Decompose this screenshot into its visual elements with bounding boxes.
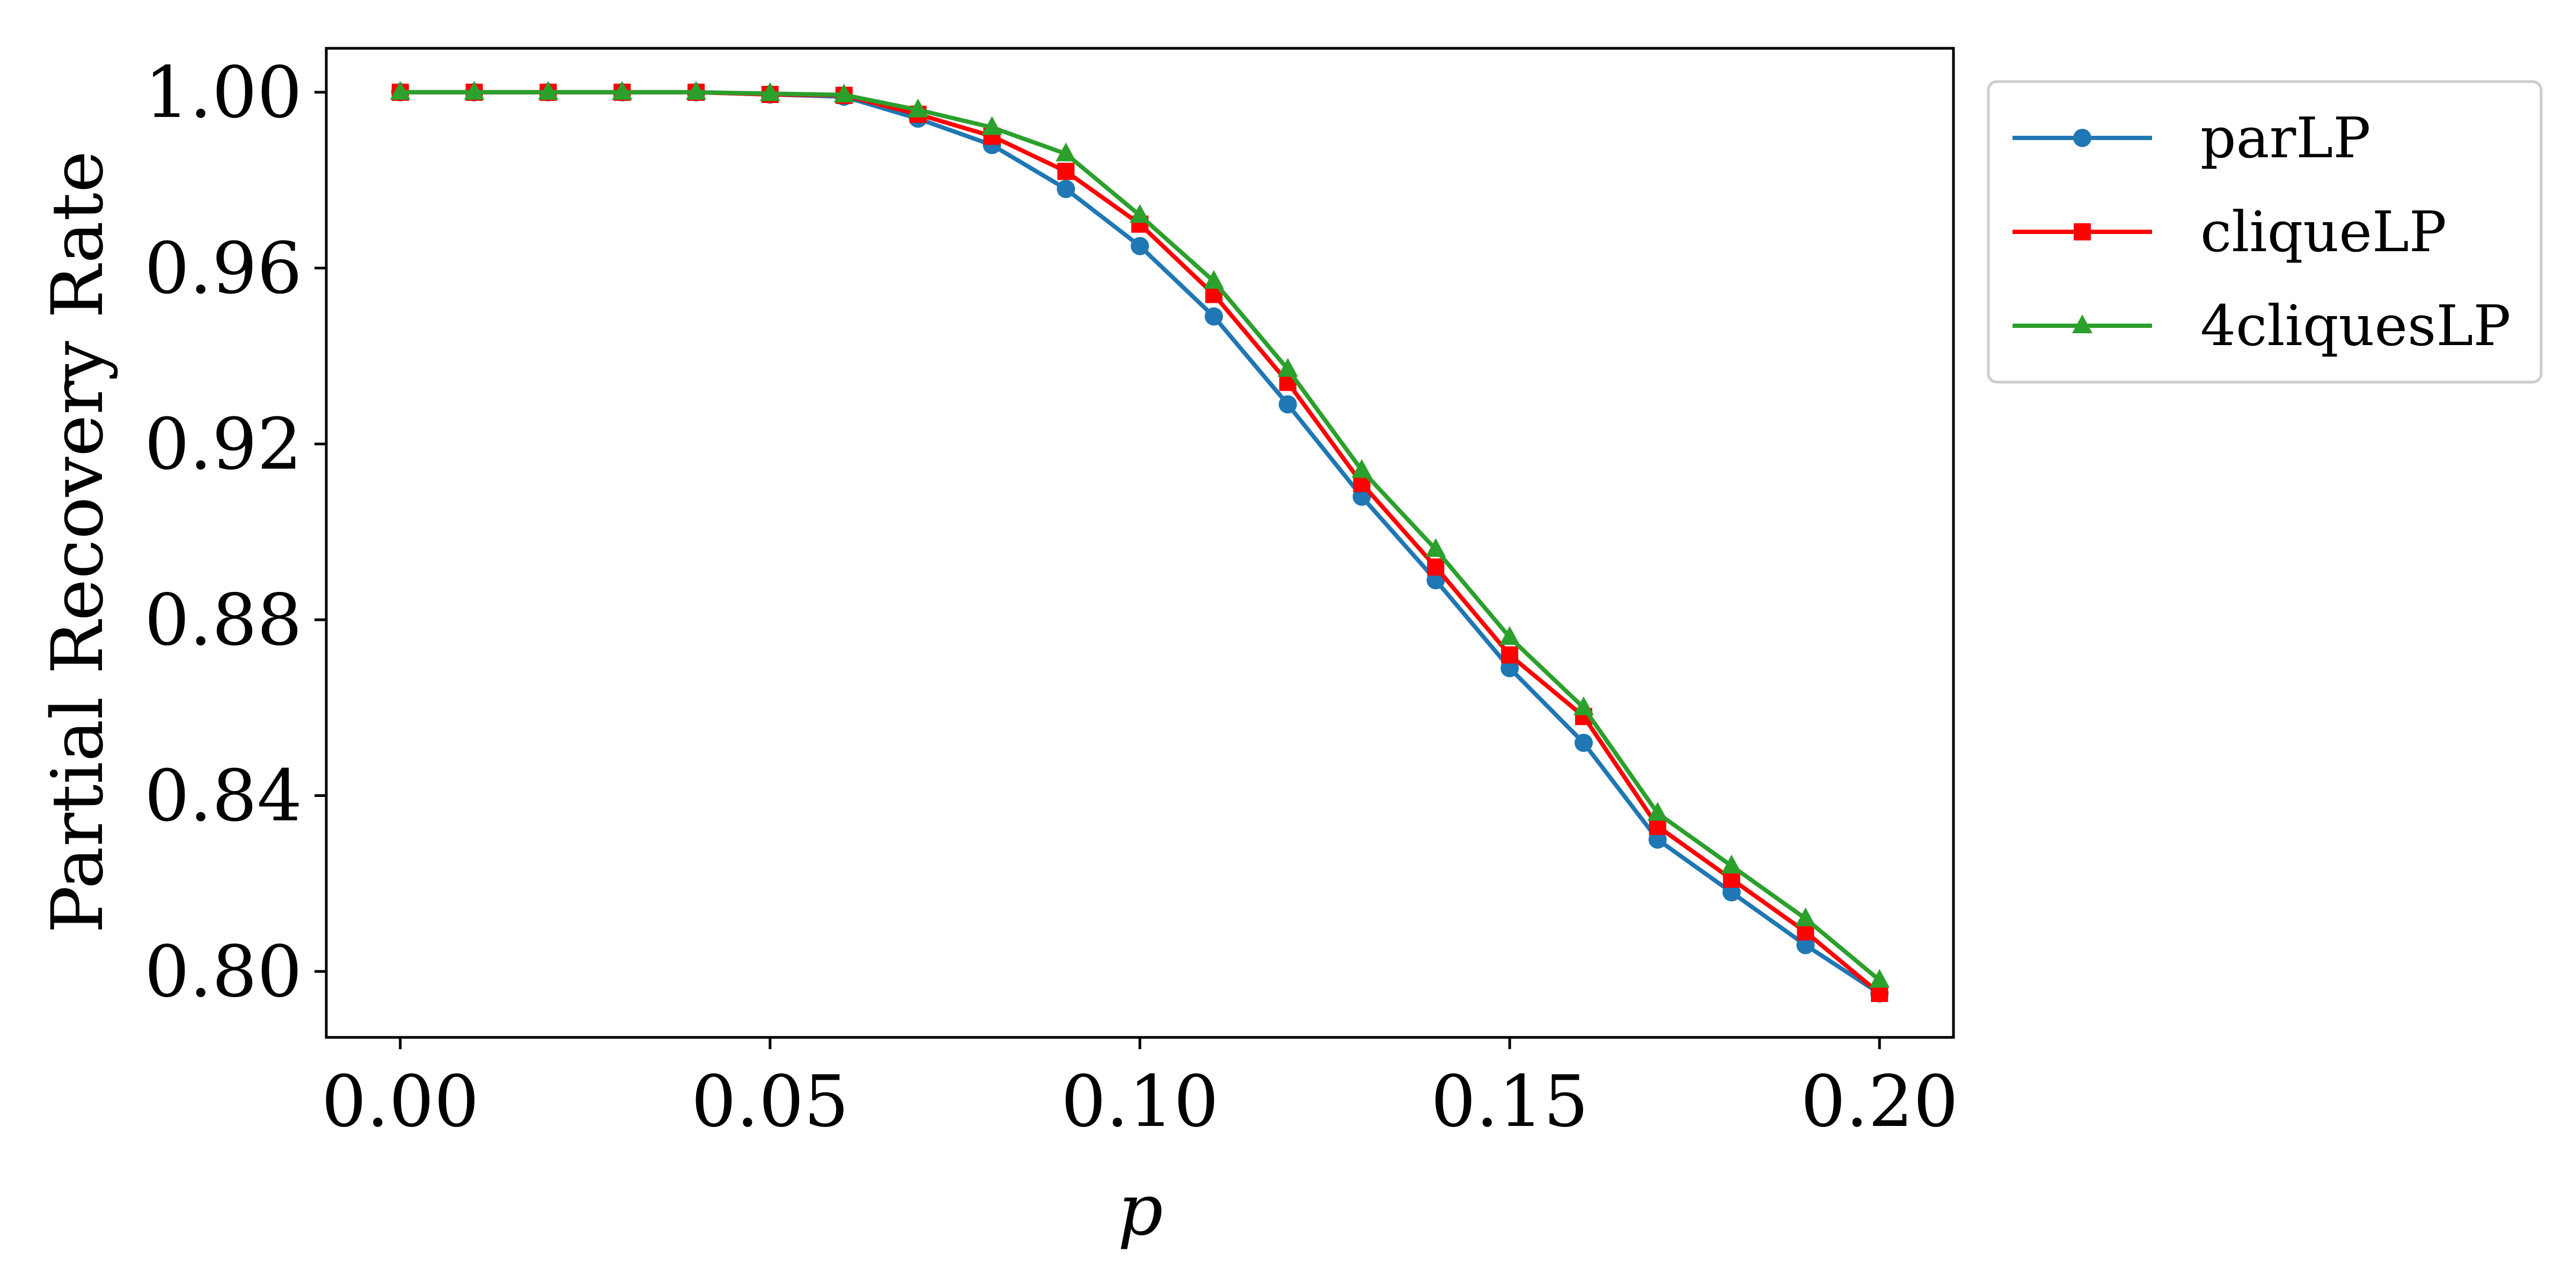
data-point <box>1499 626 1520 645</box>
data-point <box>1501 658 1519 677</box>
data-point <box>612 80 633 100</box>
x-tick-label: 0.05 <box>691 1060 849 1143</box>
data-point <box>1204 307 1223 326</box>
data-point <box>1869 969 1890 988</box>
y-tick-label: 0.92 <box>144 403 302 486</box>
data-point <box>1648 830 1667 849</box>
data-point <box>390 80 411 100</box>
data-point <box>833 83 854 103</box>
y-axis-title: Partial Recovery Rate <box>36 151 119 933</box>
data-point <box>1647 802 1668 821</box>
data-point <box>1796 935 1815 954</box>
data-point <box>1574 734 1593 752</box>
data-point <box>982 116 1002 135</box>
x-tick-label: 0.10 <box>1061 1060 1219 1143</box>
data-point <box>759 82 780 101</box>
data-point <box>1131 237 1149 255</box>
data-point <box>1352 487 1371 506</box>
legend-marker <box>2072 314 2092 333</box>
x-tick-label: 0.00 <box>321 1060 479 1143</box>
data-point <box>1057 180 1075 199</box>
data-point <box>1722 883 1741 902</box>
data-point <box>1501 646 1519 664</box>
data-point <box>1278 395 1297 414</box>
data-point <box>1351 459 1372 478</box>
legend-box <box>1987 80 2543 384</box>
legend-label: cliqueLP <box>2200 199 2447 265</box>
data-point <box>1057 163 1075 180</box>
data-point <box>1427 558 1445 576</box>
y-tick-label: 0.84 <box>144 755 302 837</box>
x-tick-label: 0.15 <box>1431 1060 1589 1143</box>
data-point <box>464 80 485 100</box>
legend-label: 4cliquesLP <box>2200 293 2511 358</box>
y-tick-label: 0.88 <box>144 579 302 662</box>
data-point <box>1056 142 1077 162</box>
legend-label: parLP <box>2200 105 2370 171</box>
data-point <box>1203 270 1224 289</box>
legend-item-4cliquesLP: 4cliquesLP <box>2012 293 2511 358</box>
x-axis-title: p <box>1118 1169 1163 1252</box>
y-tick-label: 1.00 <box>144 52 302 134</box>
legend-marker <box>2074 223 2091 240</box>
data-point <box>1277 357 1298 377</box>
data-point <box>1795 907 1816 926</box>
legend-item-cliqueLP: cliqueLP <box>2012 199 2447 265</box>
data-point <box>1130 204 1150 223</box>
data-point <box>538 80 559 100</box>
legend-marker <box>2073 129 2091 147</box>
data-point <box>1573 696 1594 715</box>
y-tick-label: 0.96 <box>144 228 302 310</box>
plot-area <box>325 47 1955 1039</box>
x-axis: 0.00 0.05 0.10 0.15 0.20 <box>321 1037 1958 1143</box>
legend: parLP cliqueLP 4cliquesLP <box>1987 80 2543 384</box>
legend-item-parLP: parLP <box>2012 105 2370 171</box>
data-point <box>1425 538 1446 557</box>
y-axis: 0.80 0.84 0.88 0.92 0.96 1.00 <box>144 52 326 1013</box>
data-point <box>686 80 707 100</box>
data-point <box>908 98 928 118</box>
y-tick-label: 0.80 <box>144 931 302 1013</box>
data-point <box>1721 854 1742 874</box>
x-tick-label: 0.20 <box>1801 1060 1958 1143</box>
series-4cliquesLP <box>390 80 1890 988</box>
